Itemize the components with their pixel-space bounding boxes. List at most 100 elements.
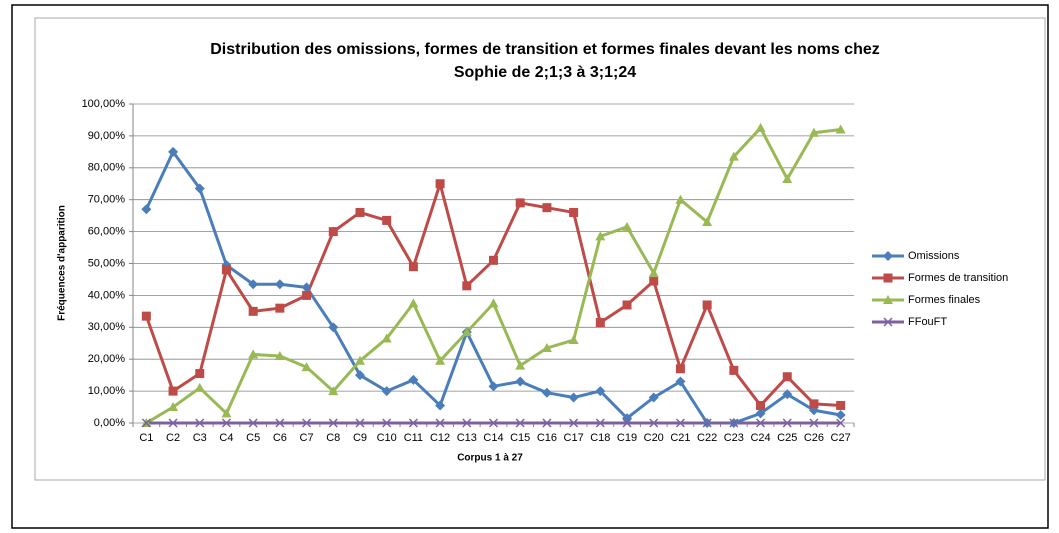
marker: [435, 400, 446, 411]
marker: [835, 124, 846, 134]
marker: [675, 194, 686, 204]
x-tick-label: C23: [724, 432, 744, 444]
legend-label: Formes finales: [908, 294, 981, 306]
x-tick-label: C24: [750, 432, 770, 444]
marker: [782, 418, 792, 428]
marker: [435, 179, 445, 189]
marker: [381, 333, 392, 343]
legend-label: Formes de transition: [908, 272, 1008, 284]
marker: [835, 410, 846, 421]
marker: [248, 418, 258, 428]
marker: [755, 122, 766, 132]
y-axis-label: Fréquences d'apparition: [57, 205, 68, 321]
marker: [541, 343, 552, 353]
marker: [274, 351, 285, 361]
x-tick-label: C1: [139, 432, 153, 444]
x-tick-label: C20: [644, 432, 664, 444]
x-tick-label: C6: [273, 432, 287, 444]
marker: [328, 227, 338, 237]
marker: [408, 418, 418, 428]
marker: [782, 372, 792, 382]
marker: [168, 418, 178, 428]
marker: [649, 276, 659, 286]
marker: [515, 360, 526, 370]
marker: [883, 295, 893, 304]
marker: [302, 290, 312, 300]
y-tick-label: 10,00%: [88, 385, 126, 397]
marker: [462, 418, 472, 428]
marker: [702, 300, 712, 310]
marker: [274, 279, 285, 290]
marker: [729, 418, 739, 428]
x-tick-label: C4: [219, 432, 233, 444]
marker: [515, 418, 525, 428]
x-tick-label: C19: [617, 432, 637, 444]
marker: [355, 418, 365, 428]
marker: [275, 418, 285, 428]
marker: [354, 355, 365, 365]
marker: [836, 418, 846, 428]
marker: [489, 255, 498, 265]
x-tick-label: C21: [670, 432, 690, 444]
marker: [194, 183, 205, 194]
x-tick-label: C15: [510, 432, 530, 444]
marker: [488, 298, 499, 308]
marker: [595, 418, 605, 428]
marker: [248, 349, 259, 359]
marker: [515, 376, 526, 387]
y-tick-label: 90,00%: [88, 130, 126, 142]
marker: [221, 418, 231, 428]
x-tick-label: C5: [246, 432, 260, 444]
marker: [569, 418, 579, 428]
marker: [622, 300, 632, 310]
marker: [675, 376, 686, 387]
x-tick-label: C26: [804, 432, 824, 444]
marker: [595, 386, 606, 397]
marker: [248, 279, 259, 290]
marker: [782, 389, 793, 400]
x-tick-label: C27: [831, 432, 851, 444]
marker: [622, 418, 632, 428]
x-axis-label: Corpus 1 à 27: [457, 453, 523, 464]
marker: [328, 418, 338, 428]
marker: [883, 273, 893, 283]
marker: [883, 317, 893, 327]
y-tick-label: 40,00%: [88, 289, 126, 301]
marker: [595, 231, 606, 241]
x-tick-label: C16: [537, 432, 557, 444]
marker: [515, 198, 525, 208]
marker: [569, 207, 579, 217]
marker: [141, 418, 151, 428]
marker: [675, 418, 685, 428]
marker: [302, 418, 312, 428]
marker: [648, 392, 659, 403]
legend-label: FFouFT: [908, 316, 947, 328]
marker: [836, 400, 846, 410]
marker: [141, 311, 151, 321]
y-tick-label: 60,00%: [88, 226, 126, 238]
marker: [883, 251, 893, 261]
marker: [168, 386, 178, 396]
marker: [195, 418, 205, 428]
marker: [756, 400, 766, 410]
marker: [462, 281, 472, 291]
marker: [568, 392, 579, 403]
chart-frame: [34, 17, 1046, 481]
marker: [194, 382, 205, 392]
x-tick-label: C13: [457, 432, 477, 444]
marker: [808, 127, 819, 137]
marker: [461, 327, 472, 337]
y-tick-label: 20,00%: [88, 353, 126, 365]
marker: [195, 369, 205, 379]
y-tick-label: 100,00%: [82, 98, 126, 110]
marker: [354, 370, 365, 381]
marker: [355, 207, 365, 217]
marker: [702, 217, 713, 227]
marker: [435, 418, 445, 428]
marker: [809, 399, 819, 409]
marker: [648, 268, 659, 278]
marker: [435, 355, 446, 365]
legend-label: Omissions: [908, 250, 960, 262]
marker: [328, 322, 339, 333]
marker: [488, 418, 499, 428]
